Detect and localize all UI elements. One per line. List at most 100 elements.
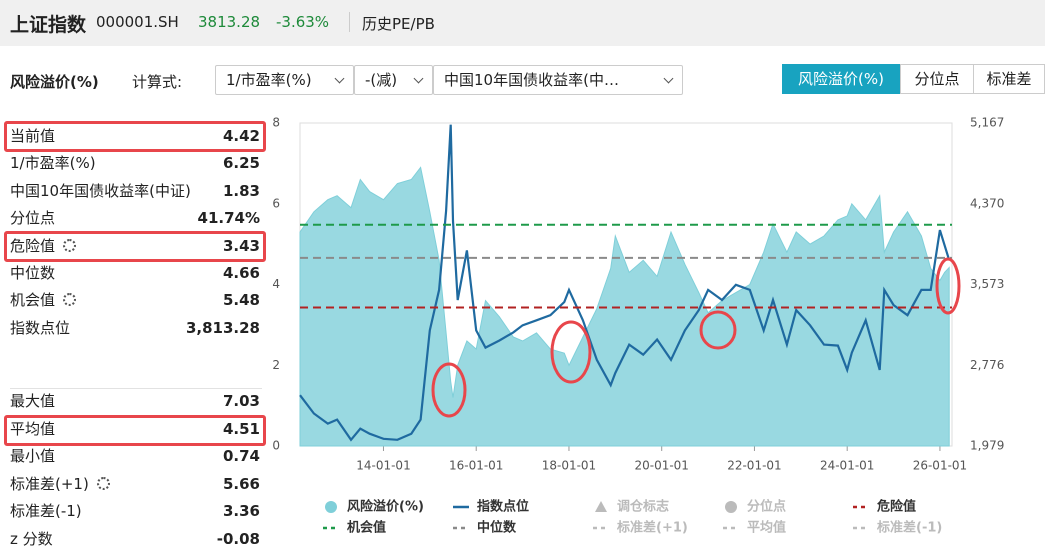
legend-label: 标准差(+1) (616, 520, 688, 536)
index-line (299, 124, 951, 442)
stat-label: z 分数 (10, 530, 53, 548)
legend-label: 调仓标志 (617, 499, 669, 515)
x-tick-label: 16-01-01 (449, 459, 503, 473)
formula-label: 计算式: (132, 73, 183, 91)
stat-value: 3.36 (222, 502, 260, 521)
stat-label: 机会值 (10, 291, 56, 310)
stat-value: 1.83 (222, 181, 260, 200)
legend-label: 指数点位 (477, 499, 529, 515)
y-tick-label: 8 (272, 116, 280, 130)
stat-value: -0.08 (216, 530, 260, 548)
stat-label: 指数点位 (10, 318, 71, 337)
stat-label: 1/市盈率(%) (10, 154, 96, 173)
dropdown[interactable]: 1/市盈率(%) (215, 65, 354, 95)
annotation-circle (550, 320, 592, 384)
annotation-circle (699, 310, 737, 350)
y2-tick-label: 4,370 (970, 196, 1004, 210)
legend-label: 危险值 (877, 499, 916, 515)
stat-value: 7.03 (222, 392, 260, 410)
x-tick-label: 26-01-01 (913, 459, 967, 473)
x-tick-label: 22-01-01 (727, 459, 781, 473)
y2-tick-label: 1,979 (970, 439, 1004, 453)
stat-row: 最大值 7.03 (10, 388, 260, 414)
legend-label: 分位点 (747, 499, 786, 515)
legend-item[interactable]: 危险值 (853, 499, 916, 515)
legend-item[interactable]: 标准差(+1) (593, 520, 688, 536)
y-tick-label: 6 (272, 196, 280, 210)
y-tick-label: 0 (272, 439, 280, 453)
y-tick-label: 2 (272, 358, 280, 372)
stat-value: 4.42 (222, 127, 260, 145)
legend-item[interactable]: 平均值 (723, 520, 786, 536)
highlight-box (4, 121, 266, 152)
legend-label: 平均值 (747, 520, 786, 536)
legend-label: 中位数 (477, 520, 517, 536)
legend-item[interactable]: 指数点位 (453, 499, 529, 515)
stat-label: 中位数 (10, 264, 56, 282)
y2-tick-label: 5,167 (970, 116, 1004, 130)
divider (349, 12, 350, 32)
legend-label: 机会值 (347, 520, 386, 536)
y-tick-label: 4 (272, 277, 280, 291)
legend-item[interactable]: 机会值 (323, 520, 386, 536)
stat-row: 分位点 41.74% (10, 205, 260, 231)
stat-row: z 分数 -0.08 (10, 526, 260, 552)
legend-marker (595, 501, 607, 512)
stat-row: 最小值 0.74 (10, 443, 260, 469)
tab[interactable]: 分位点 (900, 64, 974, 94)
y2-tick-label: 3,573 (970, 277, 1004, 291)
index-code: 000001.SH (96, 13, 179, 31)
price: 3813.28 (198, 13, 261, 31)
stat-row: 标准差(+1) 5.66 (10, 471, 260, 497)
annotation-circle (935, 257, 961, 315)
stat-row: 标准差(-1) 3.36 (10, 498, 260, 524)
stat-value: 5.66 (222, 474, 260, 493)
settings-icon[interactable] (96, 476, 110, 490)
x-tick-label: 14-01-01 (356, 459, 410, 473)
index-name: 上证指数 (10, 14, 87, 36)
stat-row: 平均值 4.51 (10, 416, 260, 442)
legend-label: 风险溢价(%) (347, 499, 424, 515)
stat-label: 分位点 (10, 209, 56, 228)
legend-marker (325, 501, 337, 513)
header-bar (0, 0, 1045, 46)
stat-row: 1/市盈率(%) 6.25 (10, 150, 260, 176)
legend-item[interactable]: 标准差(-1) (853, 520, 942, 536)
legend-item[interactable]: 中位数 (453, 520, 517, 536)
stat-label: 最小值 (10, 447, 56, 466)
tab[interactable]: 标准差 (973, 64, 1045, 94)
highlight-box (4, 415, 266, 446)
legend-item[interactable]: 调仓标志 (595, 499, 669, 515)
legend-item[interactable]: 分位点 (725, 499, 786, 515)
stat-label: 标准差(-1) (10, 502, 82, 521)
tab[interactable]: 风险溢价(%) (782, 64, 900, 94)
x-tick-label: 18-01-01 (542, 459, 596, 473)
dropdown[interactable]: 中国10年国债收益率(中… (433, 65, 683, 95)
stat-value: 3.43 (222, 236, 260, 255)
annotation-circle (431, 362, 467, 418)
stat-row: 当前值 4.42 (10, 123, 260, 149)
stat-value: 5.48 (222, 291, 260, 310)
settings-icon[interactable] (63, 293, 77, 307)
legend-label: 标准差(-1) (876, 520, 942, 536)
stat-label: 平均值 (10, 419, 56, 438)
divider (10, 388, 262, 389)
stat-row: 中国10年国债收益率(中证) 1.83 (10, 178, 260, 204)
stat-value: 0.74 (222, 447, 260, 466)
change: -3.63% (276, 13, 330, 31)
legend-item[interactable]: 风险溢价(%) (325, 499, 424, 515)
section-title: 风险溢价(%) (10, 73, 99, 91)
stat-label: 当前值 (10, 127, 56, 145)
stat-label: 标准差(+1) (10, 474, 89, 493)
x-tick-label: 24-01-01 (820, 459, 874, 473)
x-tick-label: 20-01-01 (634, 459, 688, 473)
stat-row: 指数点位 3,813.28 (10, 315, 260, 341)
y2-tick-label: 2,776 (970, 358, 1004, 372)
settings-icon[interactable] (63, 238, 77, 252)
stat-label: 最大值 (10, 392, 56, 410)
pe-pb-link[interactable]: 历史PE/PB (362, 15, 435, 33)
stat-row: 危险值 3.43 (10, 233, 260, 259)
stat-row: 中位数 4.66 (10, 260, 260, 286)
stat-value: 4.66 (222, 264, 260, 282)
